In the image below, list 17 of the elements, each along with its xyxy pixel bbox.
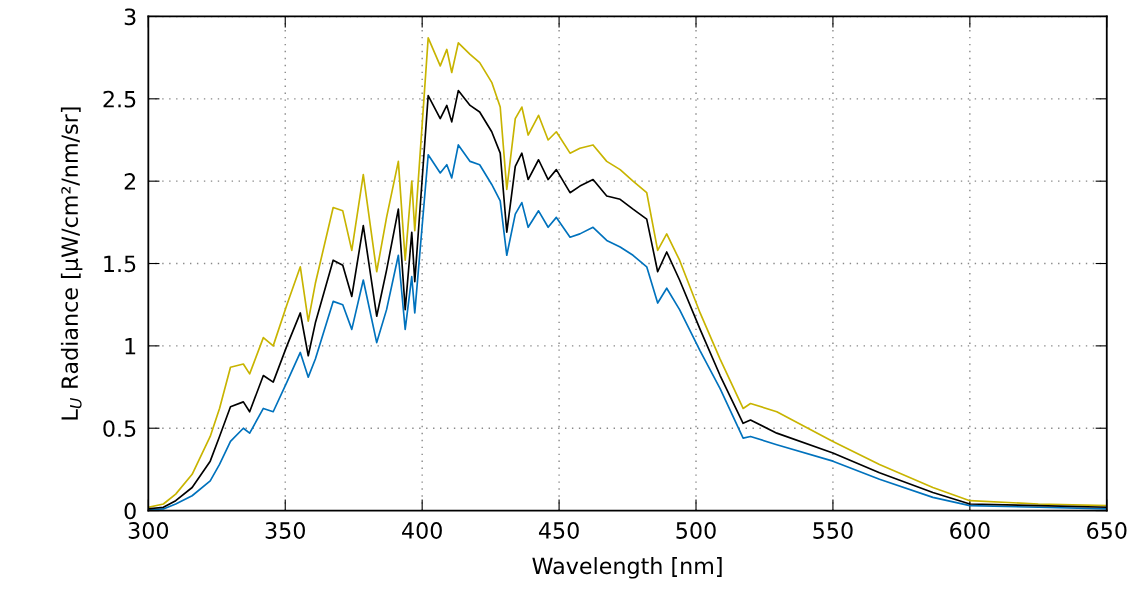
y-tick-label: 2.5 bbox=[103, 90, 136, 108]
y-tick-label: 0.5 bbox=[103, 420, 136, 437]
y-tick-label: 1.5 bbox=[104, 255, 136, 273]
x-tick-label: 400 bbox=[402, 522, 442, 539]
x-tick-label: 450 bbox=[538, 522, 579, 539]
x-axis-title: Wavelength [nm] bbox=[532, 557, 722, 579]
x-tick-label: 500 bbox=[676, 522, 716, 539]
x-tick-label: 650 bbox=[1087, 522, 1127, 539]
y-tick-label: 2 bbox=[124, 173, 135, 190]
x-tick-label: 550 bbox=[813, 522, 853, 539]
y-tick-label: 1 bbox=[125, 338, 136, 355]
x-tick-label: 300 bbox=[128, 522, 169, 539]
y-axis-title: L$_{U}$ Radiance [µW/cm²/nm/sr] bbox=[60, 107, 83, 420]
x-tick-label: 350 bbox=[265, 522, 305, 539]
y-tick-label: 3 bbox=[124, 8, 136, 26]
x-tick-label: 600 bbox=[950, 522, 990, 539]
y-tick-label: 0 bbox=[124, 502, 136, 520]
